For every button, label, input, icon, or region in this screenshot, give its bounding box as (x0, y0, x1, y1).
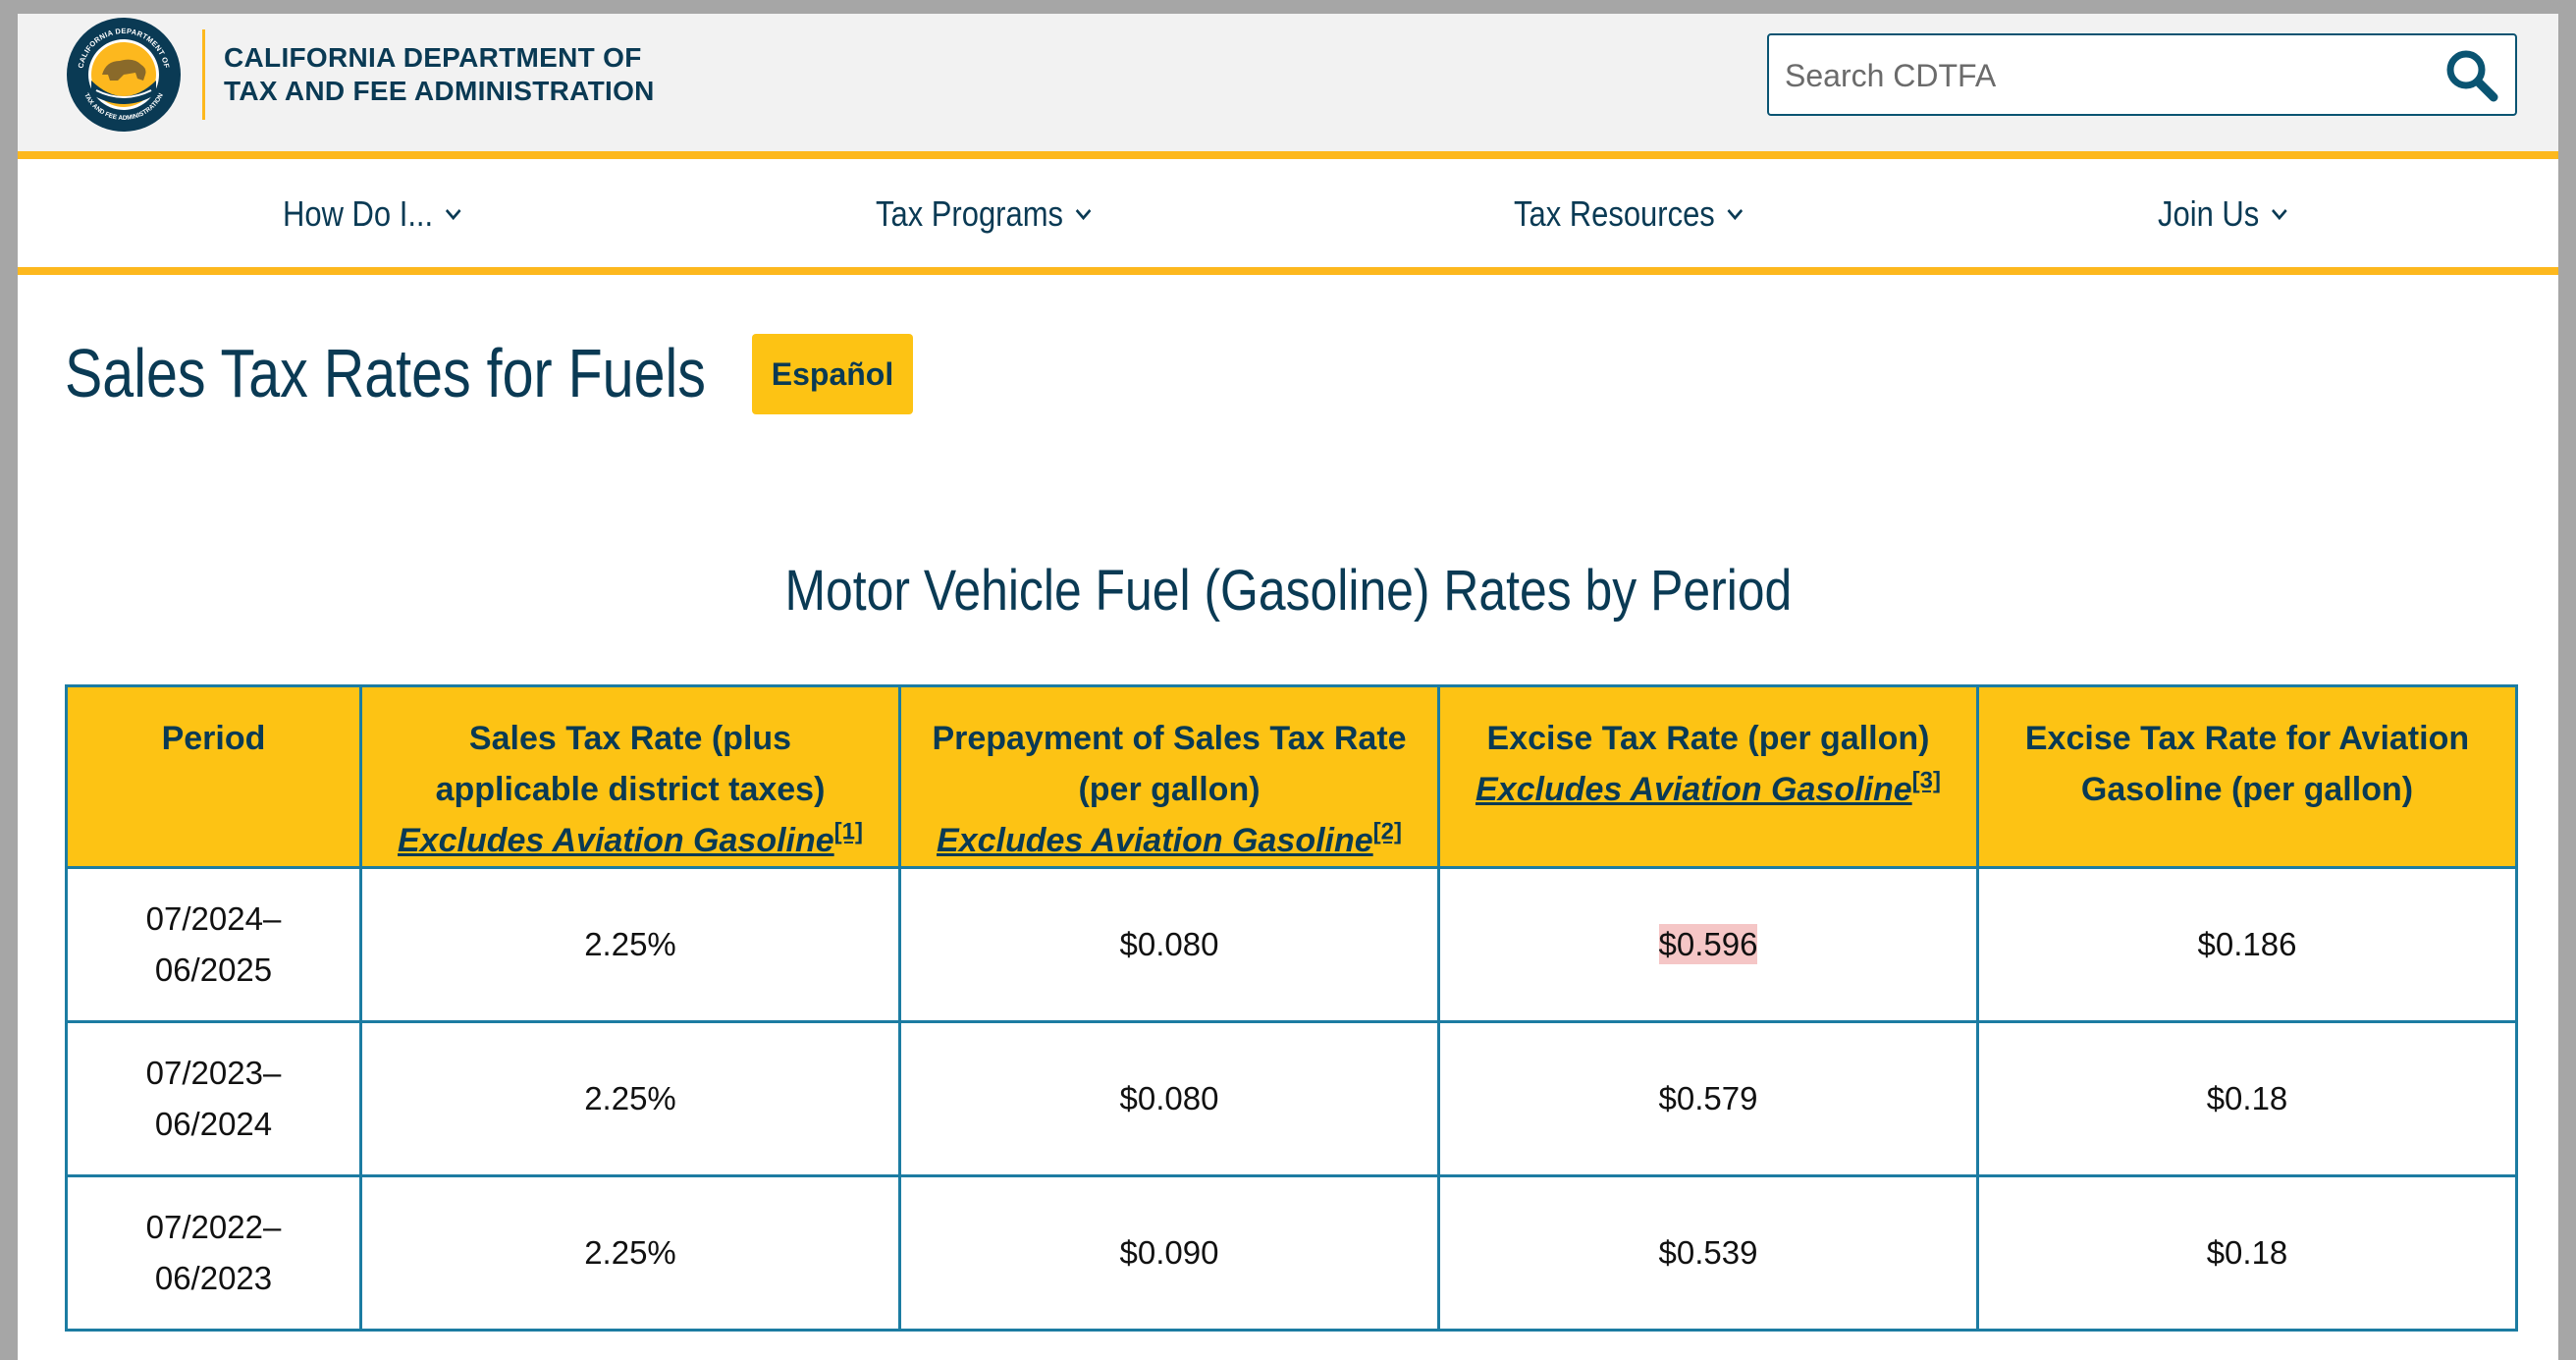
nav-item-join-us[interactable]: Join Us (2158, 193, 2287, 234)
column-header-sales-tax: Sales Tax Rate (plus applicable district… (359, 684, 901, 869)
chevron-down-icon (445, 208, 461, 221)
column-header-excise: Excise Tax Rate (per gallon) Excludes Av… (1437, 684, 1979, 869)
table-row: 07/2022– 06/2023 2.25% $0.090 $0.539 $0.… (65, 1174, 2518, 1332)
section-heading: Motor Vehicle Fuel (Gasoline) Rates by P… (18, 558, 2558, 624)
org-name[interactable]: CALIFORNIA DEPARTMENT OF TAX AND FEE ADM… (224, 41, 655, 108)
excise-cell: $0.539 (1437, 1174, 1979, 1332)
chevron-down-icon (2272, 208, 2287, 221)
period-start: 07/2024– (145, 900, 282, 937)
column-header-label: Sales Tax Rate (plus applicable district… (435, 720, 826, 808)
column-header-aviation-excise: Excise Tax Rate for Aviation Gasoline (p… (1976, 684, 2518, 869)
footnote-link[interactable]: [1] (833, 818, 863, 845)
sales-tax-cell: 2.25% (359, 866, 901, 1023)
fuel-rates-table: Period Sales Tax Rate (plus applicable d… (65, 684, 2518, 1332)
period-cell: 07/2024– 06/2025 (65, 866, 362, 1023)
sales-tax-cell: 2.25% (359, 1020, 901, 1177)
period-start: 07/2022– (145, 1209, 282, 1245)
cdtfa-seal-logo[interactable]: CALIFORNIA DEPARTMENT OF TAX AND FEE ADM… (65, 16, 183, 134)
period-end: 06/2024 (154, 1106, 273, 1142)
table-row: 07/2024– 06/2025 2.25% $0.080 $0.596 $0.… (65, 866, 2518, 1023)
search-icon (2446, 50, 2498, 102)
chevron-down-icon (1075, 208, 1092, 221)
excludes-aviation-link[interactable]: Excludes Aviation Gasoline (1476, 771, 1912, 808)
column-header-label: Prepayment of Sales Tax Rate (per gallon… (932, 720, 1407, 808)
aviation-excise-cell: $0.186 (1976, 866, 2518, 1023)
highlighted-value: $0.596 (1658, 924, 1758, 964)
nav-item-label: Tax Programs (876, 193, 1063, 234)
period-start: 07/2023– (145, 1055, 282, 1091)
chevron-down-icon (1727, 208, 1744, 221)
nav-item-tax-resources[interactable]: Tax Resources (1514, 193, 1744, 234)
table-header-row: Period Sales Tax Rate (plus applicable d… (65, 684, 2518, 869)
footnote-link[interactable]: [3] (1911, 767, 1941, 794)
period-cell: 07/2022– 06/2023 (65, 1174, 362, 1332)
nav-item-label: Join Us (2158, 193, 2260, 234)
search-input[interactable] (1783, 49, 2415, 102)
header-accent-bar (18, 151, 2558, 159)
main-nav: How Do I... Tax Programs Tax Resources J… (18, 159, 2558, 267)
site-header: CALIFORNIA DEPARTMENT OF TAX AND FEE ADM… (18, 14, 2558, 151)
espanol-button[interactable]: Español (752, 334, 913, 414)
column-header-label: Period (161, 720, 266, 757)
page-frame: CALIFORNIA DEPARTMENT OF TAX AND FEE ADM… (18, 14, 2558, 1360)
nav-item-tax-programs[interactable]: Tax Programs (876, 193, 1092, 234)
table-row: 07/2023– 06/2024 2.25% $0.080 $0.579 $0.… (65, 1020, 2518, 1177)
section-heading-text: Motor Vehicle Fuel (Gasoline) Rates by P… (784, 559, 1792, 623)
nav-item-how-do-i[interactable]: How Do I... (283, 193, 461, 234)
aviation-excise-cell: $0.18 (1976, 1020, 2518, 1177)
column-header-label: Excise Tax Rate for Aviation Gasoline (p… (2024, 720, 2470, 808)
prepayment-cell: $0.090 (898, 1174, 1440, 1332)
page-title: Sales Tax Rates for Fuels (65, 335, 706, 411)
prepayment-cell: $0.080 (898, 866, 1440, 1023)
excludes-aviation-link[interactable]: Excludes Aviation Gasoline (398, 822, 834, 859)
footnote-link[interactable]: [2] (1372, 818, 1402, 845)
nav-accent-bar (18, 267, 2558, 275)
nav-item-label: How Do I... (283, 193, 434, 234)
column-header-period: Period (65, 684, 362, 869)
org-name-line1: CALIFORNIA DEPARTMENT OF (224, 42, 642, 73)
period-end: 06/2025 (154, 952, 273, 988)
period-cell: 07/2023– 06/2024 (65, 1020, 362, 1177)
aviation-excise-cell: $0.18 (1976, 1174, 2518, 1332)
nav-item-label: Tax Resources (1514, 193, 1715, 234)
sales-tax-cell: 2.25% (359, 1174, 901, 1332)
column-header-prepayment: Prepayment of Sales Tax Rate (per gallon… (898, 684, 1440, 869)
search-box (1767, 33, 2517, 116)
brand-divider (202, 29, 205, 120)
org-name-line2: TAX AND FEE ADMINISTRATION (224, 76, 655, 106)
excise-cell: $0.579 (1437, 1020, 1979, 1177)
prepayment-cell: $0.080 (898, 1020, 1440, 1177)
search-button[interactable] (2441, 45, 2503, 104)
excludes-aviation-link[interactable]: Excludes Aviation Gasoline (937, 822, 1373, 859)
column-header-label: Excise Tax Rate (per gallon) (1486, 720, 1930, 757)
period-end: 06/2023 (154, 1260, 273, 1296)
excise-cell: $0.596 (1437, 866, 1979, 1023)
